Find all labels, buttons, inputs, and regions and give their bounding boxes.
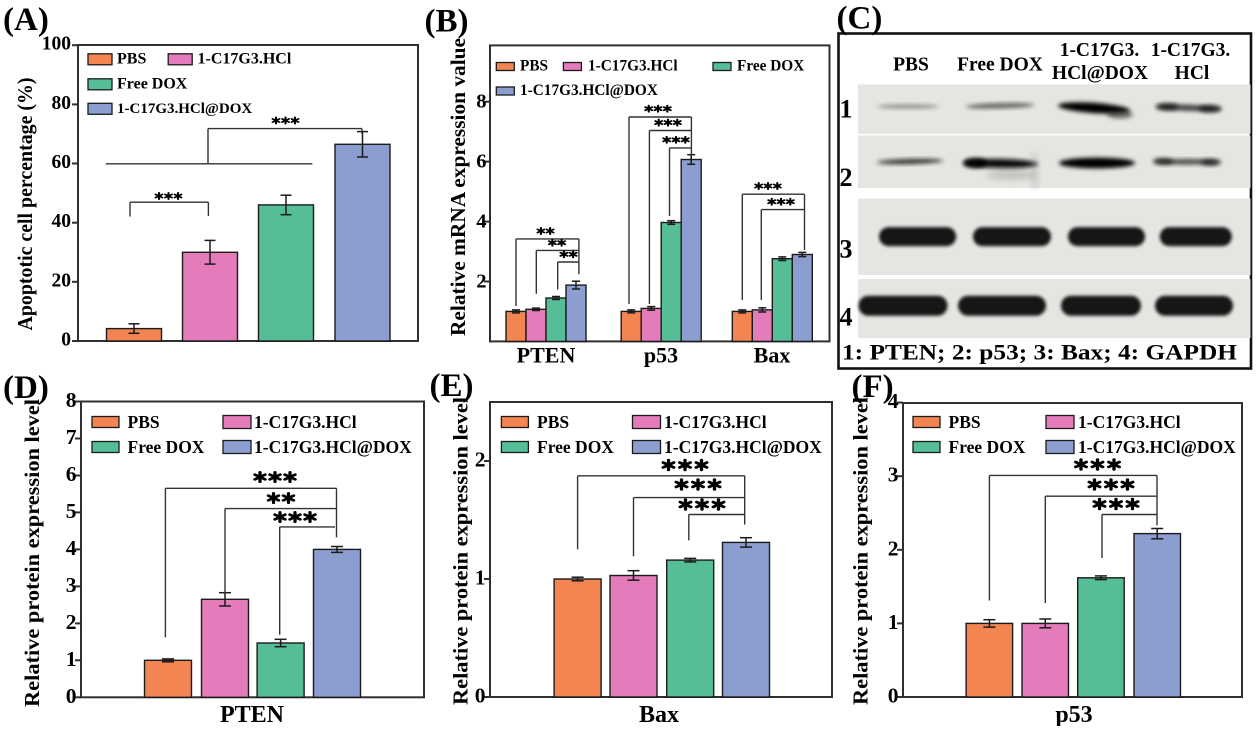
svg-text:(B): (B) (425, 4, 469, 40)
svg-text:PBS: PBS (893, 55, 929, 76)
svg-text:100: 100 (42, 34, 71, 55)
svg-text:1-C17G3.HCl: 1-C17G3.HCl (664, 412, 767, 432)
svg-text:1-C17G3.HCl@DOX: 1-C17G3.HCl@DOX (117, 101, 252, 117)
svg-text:0: 0 (66, 684, 77, 708)
svg-text:4: 4 (840, 303, 853, 332)
svg-text:1-C17G3.HCl: 1-C17G3.HCl (254, 412, 357, 432)
svg-text:6: 6 (476, 151, 486, 173)
svg-text:HCl: HCl (1175, 63, 1210, 84)
svg-text:80: 80 (52, 93, 72, 114)
svg-text:p53: p53 (1055, 702, 1092, 726)
svg-text:40: 40 (52, 211, 72, 232)
svg-text:0: 0 (61, 330, 71, 351)
svg-text:3: 3 (888, 463, 899, 487)
svg-text:PBS: PBS (128, 412, 160, 432)
svg-text:2: 2 (475, 448, 486, 472)
svg-text:Relative protein expression le: Relative protein expression level (449, 397, 473, 705)
svg-text:p53: p53 (644, 343, 678, 368)
svg-text:2: 2 (888, 536, 899, 560)
svg-text:0: 0 (888, 684, 899, 708)
svg-text:PBS: PBS (949, 412, 981, 432)
svg-text:Apoptotic cell percentage (%): Apoptotic cell percentage (%) (13, 78, 37, 331)
svg-text:1: 1 (475, 566, 486, 590)
svg-text:8: 8 (476, 91, 486, 113)
svg-text:(E): (E) (430, 368, 474, 404)
svg-text:Relative protein expression le: Relative protein expression level (20, 399, 44, 707)
svg-text:5: 5 (66, 499, 77, 523)
svg-text:PTEN: PTEN (220, 702, 285, 726)
svg-text:1-C17G3.HCl: 1-C17G3.HCl (1078, 412, 1181, 432)
svg-text:1-C17G3.HCl@DOX: 1-C17G3.HCl@DOX (254, 437, 412, 457)
svg-text:1: 1 (840, 95, 853, 124)
svg-text:Free DOX: Free DOX (957, 55, 1043, 76)
svg-text:PTEN: PTEN (517, 343, 576, 368)
svg-text:1-C17G3.HCl@DOX: 1-C17G3.HCl@DOX (664, 437, 822, 457)
svg-text:1: PTEN; 2: p53; 3: Bax; 4: GA: 1: PTEN; 2: p53; 3: Bax; 4: GAPDH (842, 340, 1237, 365)
svg-text:1: 1 (888, 610, 899, 634)
svg-text:1: 1 (66, 647, 77, 671)
svg-text:1-C17G3.: 1-C17G3. (1151, 40, 1231, 61)
svg-text:4: 4 (888, 389, 899, 413)
svg-text:0: 0 (475, 684, 486, 708)
svg-text:Relative mRNA expression value: Relative mRNA expression value (446, 38, 470, 336)
svg-text:Relative protein expression le: Relative protein expression level (849, 397, 873, 705)
svg-text:8: 8 (66, 388, 77, 412)
svg-text:2: 2 (840, 163, 853, 192)
svg-text:(D): (D) (3, 370, 49, 406)
svg-text:2: 2 (476, 270, 486, 292)
svg-text:1-C17G3.HCl@DOX: 1-C17G3.HCl@DOX (520, 82, 658, 99)
svg-text:20: 20 (52, 270, 72, 291)
svg-text:Free DOX: Free DOX (537, 437, 614, 457)
svg-text:1-C17G3.HCl@DOX: 1-C17G3.HCl@DOX (1078, 437, 1236, 457)
svg-text:60: 60 (52, 152, 72, 173)
svg-text:1-C17G3.HCl: 1-C17G3.HCl (198, 51, 292, 68)
svg-text:PBS: PBS (520, 57, 548, 74)
svg-text:Free DOX: Free DOX (117, 76, 188, 93)
svg-text:Free DOX: Free DOX (737, 57, 804, 74)
svg-text:4: 4 (66, 536, 77, 560)
svg-text:4: 4 (476, 211, 486, 233)
svg-text:1-C17G3.HCl: 1-C17G3.HCl (588, 57, 678, 74)
svg-text:HCl@DOX: HCl@DOX (1052, 63, 1148, 84)
svg-text:7: 7 (66, 425, 77, 449)
svg-text:Bax: Bax (754, 343, 791, 368)
svg-text:Bax: Bax (639, 702, 679, 726)
svg-text:3: 3 (840, 235, 853, 264)
svg-text:(A): (A) (3, 2, 49, 38)
svg-text:3: 3 (66, 573, 77, 597)
svg-text:PBS: PBS (537, 412, 569, 432)
svg-text:PBS: PBS (117, 51, 146, 68)
svg-text:(C): (C) (837, 1, 883, 37)
svg-text:6: 6 (66, 462, 77, 486)
svg-text:1-C17G3.: 1-C17G3. (1060, 40, 1140, 61)
svg-text:Free DOX: Free DOX (128, 437, 205, 457)
svg-text:(F): (F) (852, 369, 894, 405)
svg-text:2: 2 (66, 610, 77, 634)
svg-text:Free DOX: Free DOX (949, 437, 1026, 457)
